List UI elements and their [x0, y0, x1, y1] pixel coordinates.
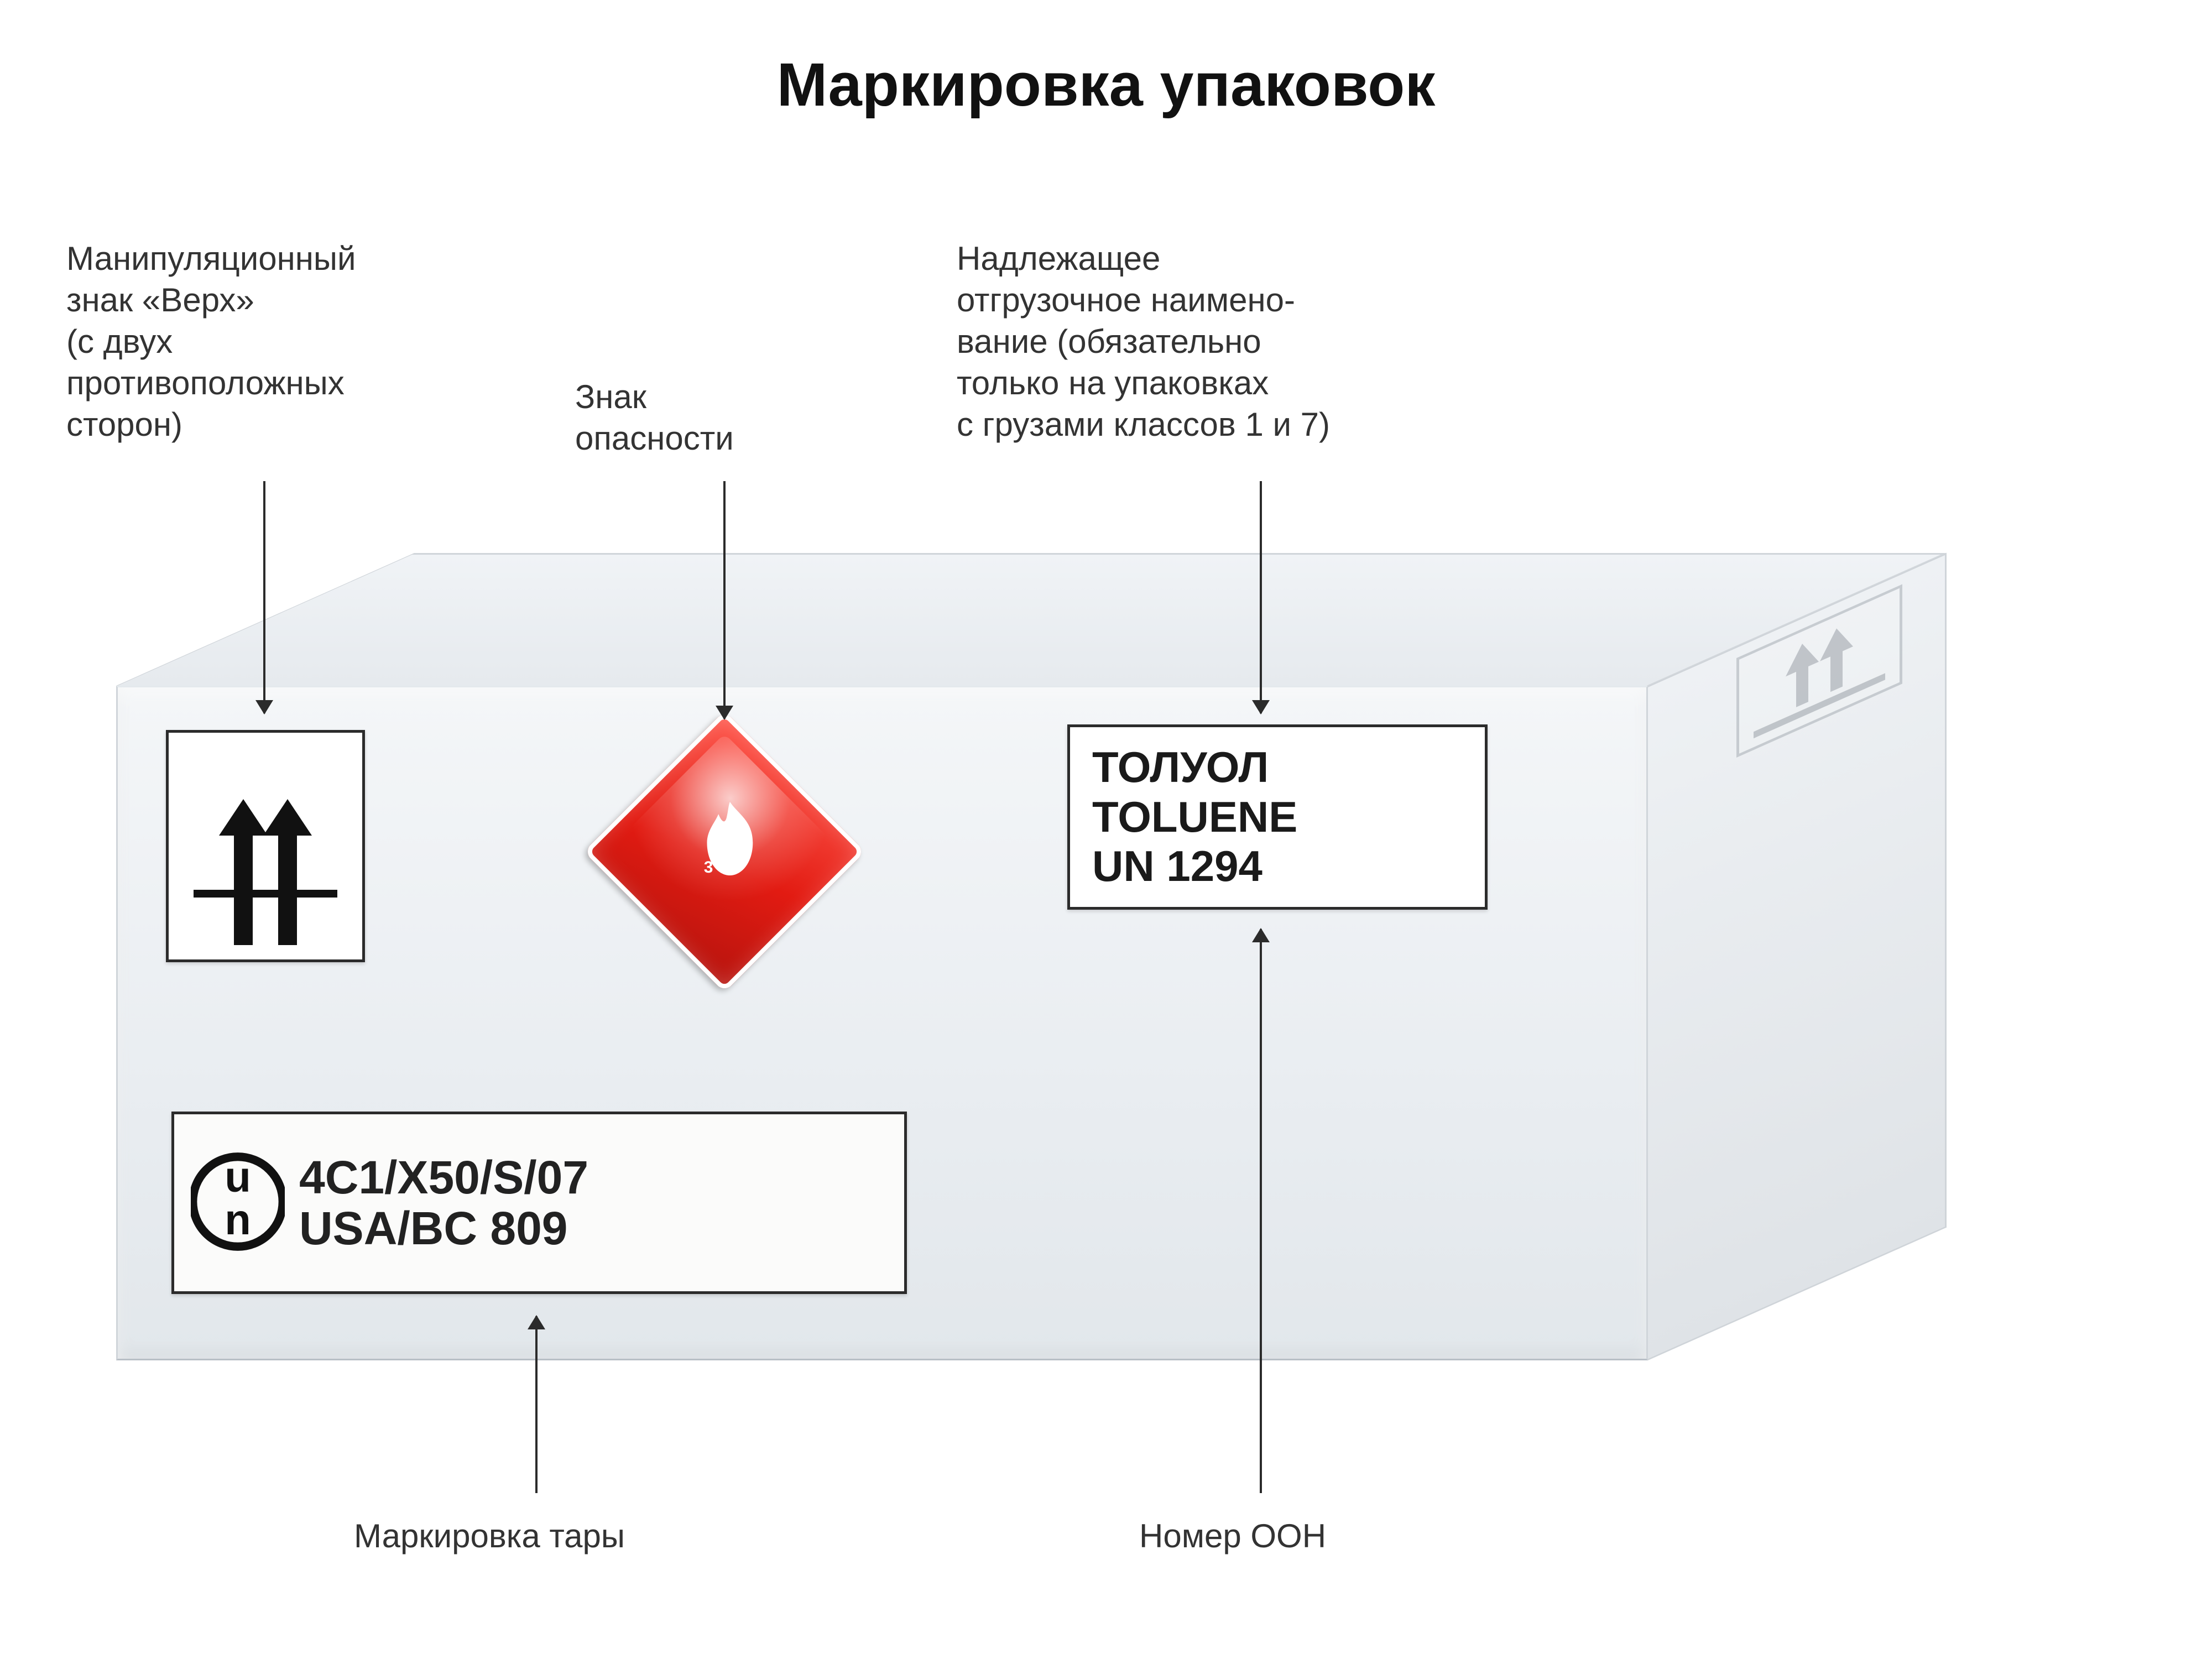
- annotation-hazard-sign: Знак опасности: [575, 376, 852, 459]
- annotation-this-way-up: Манипуляционный знак «Верх» (с двух прот…: [66, 238, 487, 445]
- shipping-name-label: ТОЛУОЛ TOLUENE UN 1294: [1067, 724, 1488, 910]
- leader-to-hazard: [723, 481, 726, 719]
- up-arrows-baseline: [194, 890, 337, 898]
- leader-to-package-marking: [535, 1316, 538, 1493]
- box-top-face: [116, 553, 1946, 686]
- up-arrows-icon: [227, 799, 304, 882]
- package-marking-label: u n 4C1/X50/S/07 USA/BC 809: [171, 1112, 907, 1294]
- package-marking-line2: USA/BC 809: [299, 1203, 588, 1254]
- diagram-stage: Маркировка упаковок Манипуляционный знак…: [0, 0, 2212, 1659]
- un-packaging-symbol-icon: u n: [191, 1141, 285, 1265]
- package-marking-line1: 4C1/X50/S/07: [299, 1152, 588, 1203]
- annotation-shipping-name: Надлежащее отгрузочное наимено- вание (о…: [957, 238, 1620, 445]
- annotation-package-marking: Маркировка тары: [354, 1515, 625, 1557]
- svg-text:u: u: [225, 1153, 251, 1201]
- shipping-name-line2: TOLUENE: [1092, 792, 1463, 842]
- flame-icon: [688, 798, 771, 895]
- leader-to-shipping-name: [1260, 481, 1262, 713]
- svg-text:n: n: [225, 1196, 251, 1244]
- leader-to-this-way-up: [263, 481, 265, 713]
- leader-to-un-number: [1260, 929, 1262, 1493]
- shipping-name-line1: ТОЛУОЛ: [1092, 743, 1463, 792]
- hazard-class-number: 3: [704, 858, 713, 877]
- this-way-up-label: [166, 730, 365, 962]
- page-title: Маркировка упаковок: [0, 50, 2212, 120]
- shipping-name-line3: UN 1294: [1092, 842, 1463, 891]
- annotation-un-number: Номер ООН: [1139, 1515, 1326, 1557]
